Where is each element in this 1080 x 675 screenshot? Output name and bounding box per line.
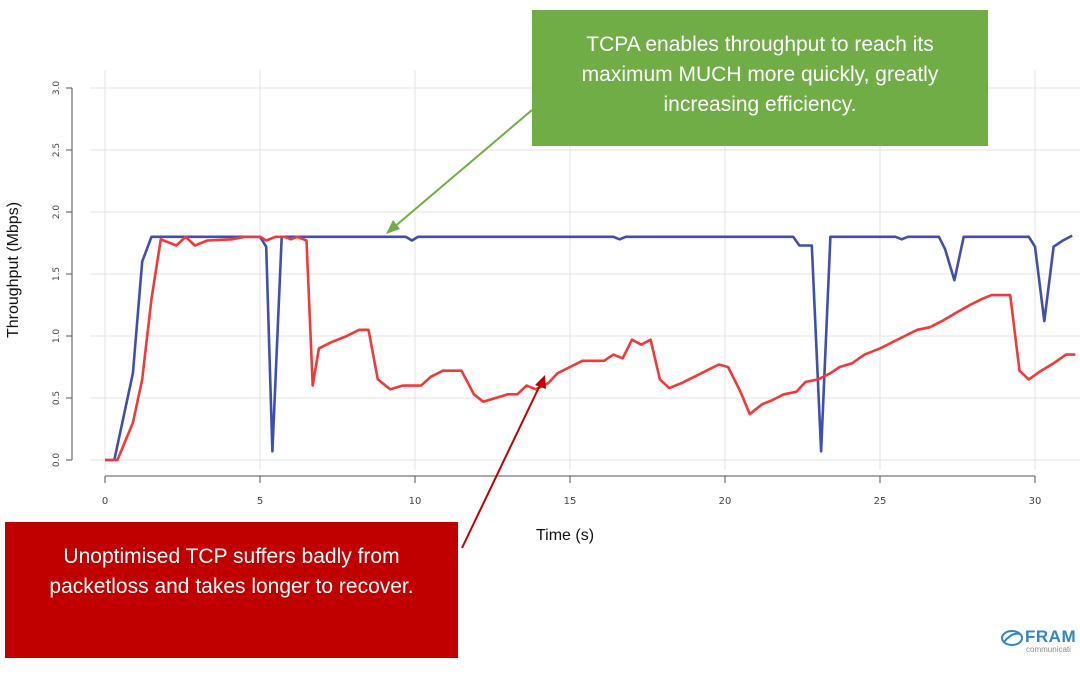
logo-name: FRAM — [1025, 627, 1077, 646]
green-arrow — [392, 109, 533, 229]
x-tick-label: 15 — [564, 496, 577, 507]
y-tick-label: 1.0 — [52, 329, 62, 344]
series-lines — [105, 234, 1076, 462]
x-axis-ticks: 0 5 10 15 20 25 30 — [102, 476, 1042, 507]
y-tick-label: 2.0 — [52, 205, 62, 220]
x-tick-label: 10 — [409, 496, 422, 507]
y-axis-ticks: 0.0 0.5 1.0 1.5 2.0 2.5 3.0 — [52, 81, 72, 468]
x-tick-label: 25 — [874, 496, 887, 507]
y-tick-label: 2.5 — [52, 143, 62, 157]
red-arrow — [461, 382, 542, 549]
x-axis-label: Time (s) — [536, 527, 594, 544]
y-tick-label: 0.0 — [52, 453, 62, 468]
globe-icon — [1001, 630, 1023, 646]
x-tick-label: 5 — [257, 496, 263, 507]
series-line-2 — [105, 235, 1076, 462]
x-tick-label: 30 — [1029, 496, 1042, 507]
x-tick-label: 20 — [719, 496, 732, 507]
x-tick-label: 0 — [102, 496, 108, 507]
y-tick-label: 1.5 — [52, 267, 62, 281]
company-logo: FRAM communicati — [1000, 626, 1080, 656]
green-arrow-head — [386, 220, 400, 234]
red-arrow-head — [535, 375, 546, 389]
y-tick-label: 0.5 — [52, 391, 62, 405]
unoptimised-tcp-callout: Unoptimised TCP suffers badly from packe… — [5, 522, 458, 658]
tcpa-callout: TCPA enables throughput to reach its max… — [532, 10, 988, 146]
logo-subtext: communicati — [1026, 645, 1071, 654]
y-tick-label: 3.0 — [52, 81, 62, 96]
series-line-1 — [105, 234, 1073, 462]
y-axis-label: Throughput (Mbps) — [5, 202, 22, 338]
